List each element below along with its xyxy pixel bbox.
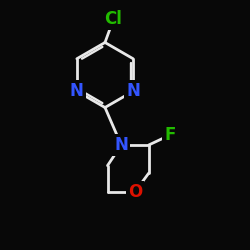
Text: O: O — [128, 183, 142, 201]
Text: N: N — [70, 82, 84, 100]
Text: F: F — [164, 126, 176, 144]
Text: Cl: Cl — [104, 10, 122, 28]
Text: N: N — [114, 136, 128, 154]
Text: N: N — [126, 82, 140, 100]
